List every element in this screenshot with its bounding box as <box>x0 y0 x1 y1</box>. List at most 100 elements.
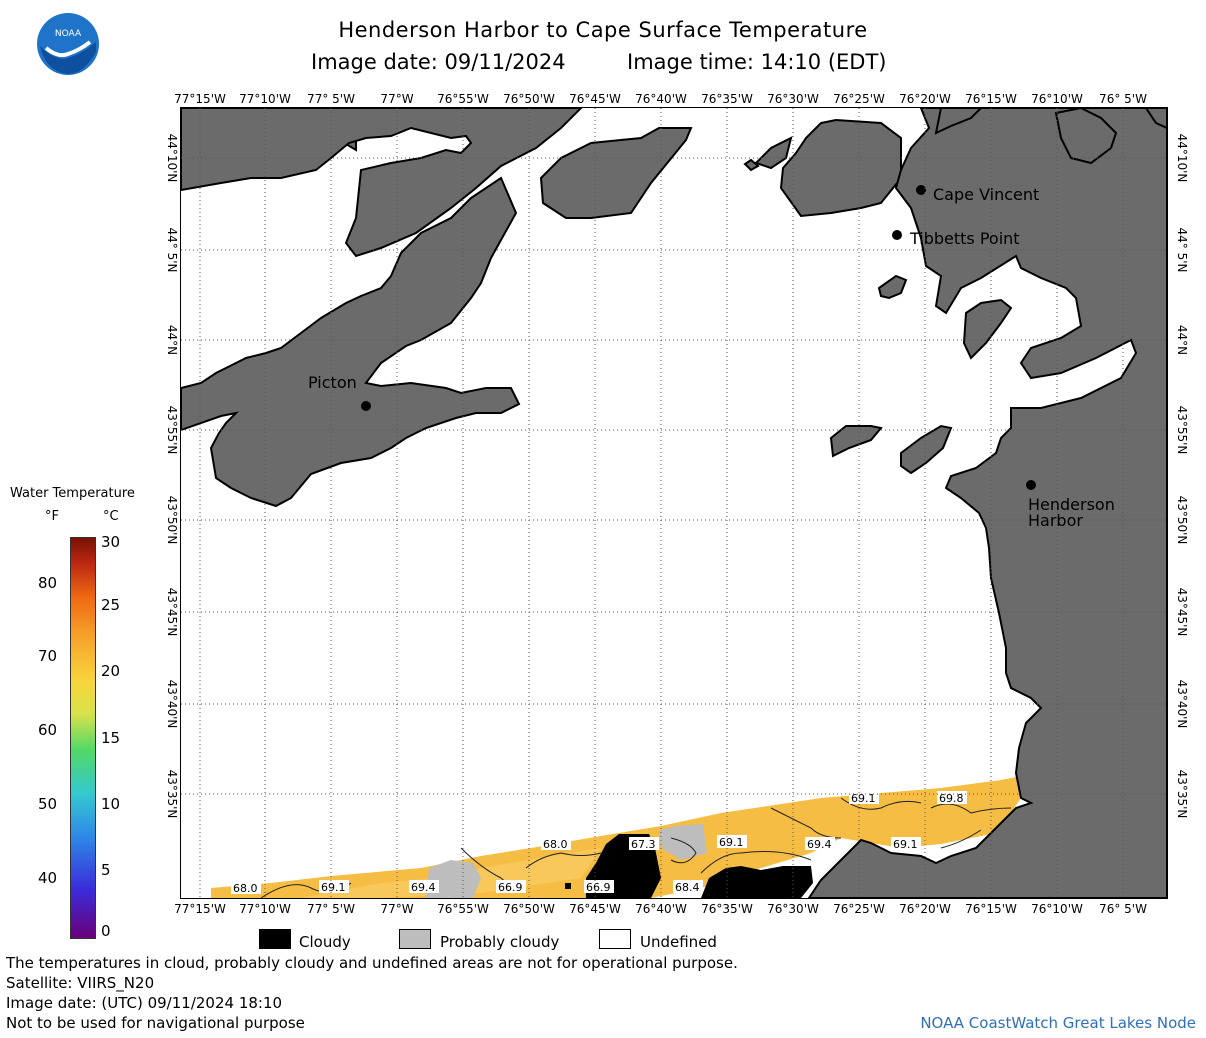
colorbar-tick-f: 80 <box>38 574 58 592</box>
contour-label-bg <box>891 837 921 850</box>
latitude-label: 43°45'N <box>1175 587 1189 637</box>
legend-swatch-undefined <box>599 929 631 949</box>
contour-label: 69.8 <box>939 792 964 805</box>
contour-label-bg <box>849 791 879 804</box>
legend-label-cloudy: Cloudy <box>299 933 351 951</box>
footer-satellite: Satellite: VIIRS_N20 <box>6 974 155 992</box>
longitude-label: 76°20'W <box>899 902 951 916</box>
longitude-label: 77°15'W <box>174 92 226 106</box>
contour-label: 69.1 <box>851 792 876 805</box>
contour-label: 68.0 <box>233 882 258 895</box>
colorbar-tick-c: 5 <box>101 861 111 879</box>
image-time: Image time: 14:10 (EDT) <box>627 50 887 74</box>
legend-label-probably-cloudy: Probably cloudy <box>440 933 560 951</box>
longitude-label: 76°10'W <box>1031 92 1083 106</box>
cape-vincent-marker <box>916 185 926 195</box>
contour-label-bg <box>805 837 835 850</box>
longitude-label: 76° 5'W <box>1099 92 1147 106</box>
map-title: Henderson Harbor to Cape Surface Tempera… <box>338 18 868 42</box>
contour-label-bg <box>231 881 261 894</box>
contour-label: 68.0 <box>543 838 568 851</box>
henderson-harbor-marker <box>1026 480 1036 490</box>
picton-marker <box>361 401 371 411</box>
noaa-logo: NOAA <box>37 13 99 75</box>
longitude-label: 76°50'W <box>503 902 555 916</box>
place-harbor: Harbor <box>1028 511 1083 530</box>
longitude-label: 77°10'W <box>239 92 291 106</box>
colorbar-tick-c: 25 <box>101 596 121 614</box>
probably-cloudy-area-1 <box>426 860 481 898</box>
latitude-label: 44° 5'N <box>1175 227 1189 273</box>
cloud-area-2 <box>701 866 813 898</box>
colorbar-tick-f: 70 <box>38 647 58 665</box>
footer-disclaimer: The temperatures in cloud, probably clou… <box>6 954 738 972</box>
latitude-label: 43°35'N <box>165 769 179 819</box>
contour-labels: 68.0 69.1 69.4 66.9 68.0 66.9 67.3 68.4 69.1 69.4… <box>231 791 967 895</box>
longitude-label: 76°30'W <box>767 902 819 916</box>
place-henderson: Henderson <box>1028 495 1115 514</box>
longitude-label: 76°40'W <box>635 902 687 916</box>
contour-label: 67.3 <box>631 838 656 851</box>
longitude-label: 76°15'W <box>965 902 1017 916</box>
longitude-label: 77°10'W <box>239 902 291 916</box>
longitude-label: 76°55'W <box>437 902 489 916</box>
contour-label-bg <box>629 837 659 850</box>
colorbar-tick-c: 30 <box>101 533 121 551</box>
longitude-label: 77°15'W <box>174 902 226 916</box>
legend-swatch-cloudy <box>259 929 291 949</box>
place-markers <box>361 185 1036 490</box>
legend-swatch-probably-cloudy <box>399 929 431 949</box>
latitude-label: 43°35'N <box>1175 769 1189 819</box>
latitude-label: 43°55'N <box>1175 405 1189 455</box>
colorbar-tick-c: 20 <box>101 662 121 680</box>
place-cape-vincent: Cape Vincent <box>933 185 1040 204</box>
map-frame: 68.0 69.1 69.4 66.9 68.0 66.9 67.3 68.4 69.1 69.4… <box>180 107 1168 899</box>
latitude-label: 44°N <box>1175 324 1189 356</box>
contour-label: 69.1 <box>719 836 744 849</box>
map-canvas: 68.0 69.1 69.4 66.9 68.0 66.9 67.3 68.4 69.1 69.4… <box>181 108 1167 898</box>
colorbar-tick-c: 0 <box>101 922 111 940</box>
contour-label: 69.4 <box>807 838 832 851</box>
longitude-label: 76°25'W <box>833 902 885 916</box>
place-tibbetts-point: Tibbetts Point <box>910 229 1020 248</box>
legend-label-undefined: Undefined <box>640 933 717 951</box>
tibbetts-point-marker <box>892 230 902 240</box>
longitude-label: 76°30'W <box>767 92 819 106</box>
colorbar-unit-f: °F <box>45 509 59 524</box>
noaa-logo-text: NOAA <box>55 29 82 39</box>
place-picton: Picton <box>308 373 357 392</box>
latitude-label: 43°55'N <box>165 405 179 455</box>
latitude-label: 44° 5'N <box>165 227 179 273</box>
contour-label-bg <box>673 880 703 893</box>
contour-label: 66.9 <box>498 881 523 894</box>
contour-label: 69.1 <box>893 838 918 851</box>
longitude-label: 77° 5'W <box>307 92 355 106</box>
land-masses <box>181 108 1167 898</box>
contour-label-bg <box>319 880 349 893</box>
latitude-label: 44°N <box>165 324 179 356</box>
contour-label: 66.9 <box>586 881 611 894</box>
latitude-label: 43°45'N <box>165 587 179 637</box>
longitude-label: 77°W <box>380 902 414 916</box>
colorbar-tick-f: 50 <box>38 795 58 813</box>
contour-label-bg <box>496 880 526 893</box>
colorbar-tick-f: 40 <box>38 869 58 887</box>
longitude-label: 77°W <box>380 92 414 106</box>
colorbar-title: Water Temperature <box>10 486 135 501</box>
longitude-label: 76°10'W <box>1031 902 1083 916</box>
longitude-label: 76°20'W <box>899 92 951 106</box>
contour-label-bg <box>584 880 614 893</box>
footer-credit: NOAA CoastWatch Great Lakes Node <box>920 1014 1196 1032</box>
colorbar <box>70 537 96 939</box>
colorbar-unit-c: °C <box>103 509 119 524</box>
longitude-label: 76°35'W <box>701 902 753 916</box>
longitude-label: 77° 5'W <box>307 902 355 916</box>
latitude-label: 44°10'N <box>165 133 179 183</box>
latitude-label: 43°50'N <box>165 495 179 545</box>
latitude-label: 43°50'N <box>1175 495 1189 545</box>
footer-navigation-warning: Not to be used for navigational purpose <box>6 1014 305 1032</box>
colorbar-tick-f: 60 <box>38 721 58 739</box>
contour-label: 69.1 <box>321 881 346 894</box>
map-grid <box>181 108 1167 898</box>
contour-label: 68.4 <box>675 881 700 894</box>
